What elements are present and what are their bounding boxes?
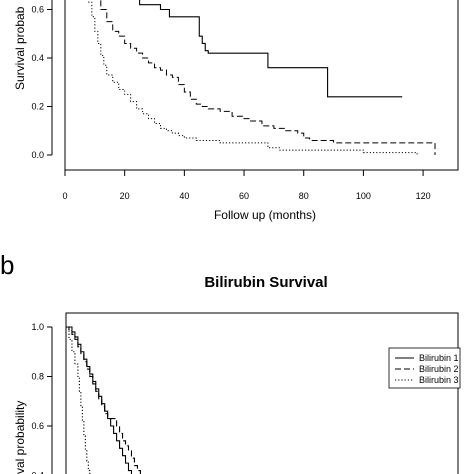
y-tick-label: 0.6	[31, 421, 44, 431]
series-line-dotted	[88, 0, 418, 155]
y-tick-label: 0.6	[31, 5, 44, 15]
y-tick-label: 0.2	[31, 102, 44, 112]
legend-label: Bilirubin 1	[419, 353, 459, 363]
y-tick-label: 0.0	[31, 150, 44, 160]
series-line-dashed	[100, 0, 436, 155]
x-tick-label: 60	[239, 191, 249, 201]
plot-frame	[64, 0, 459, 171]
panel-b-plot: b Bilirubin Survival 1.0 0.8 0.6 0.4 val proba…	[0, 250, 461, 474]
panel-label: b	[0, 250, 14, 280]
x-tick-label: 100	[356, 191, 371, 201]
x-tick-label: 40	[179, 191, 189, 201]
legend-box	[388, 347, 461, 389]
y-tick-label: 1.0	[31, 322, 44, 332]
series-line-solid	[139, 0, 403, 98]
x-tick-label: 120	[416, 191, 431, 201]
legend-label: Bilirubin 2	[419, 364, 459, 374]
panel-a-plot: 0.0 0.2 0.4 0.6 Survival probab 0 20 40 60 80 100 1…	[13, 0, 459, 222]
series-line-dotted	[66, 326, 91, 474]
x-tick-label: 80	[299, 191, 309, 201]
y-tick-label: 0.4	[31, 53, 44, 63]
legend-label: Bilirubin 3	[419, 375, 459, 385]
x-axis-label: Follow up (months)	[214, 208, 316, 222]
y-axis-label: val probability	[13, 401, 27, 474]
y-tick-label: 0.4	[31, 471, 44, 474]
series-line-solid	[66, 326, 133, 474]
y-axis-label: Survival probab	[13, 6, 27, 90]
x-tick-label: 0	[62, 191, 67, 201]
y-tick-label: 0.8	[31, 372, 44, 382]
plot-frame	[65, 312, 459, 474]
series-line-dashed	[66, 326, 141, 474]
chart-title: Bilirubin Survival	[204, 274, 327, 291]
x-tick-label: 20	[120, 191, 130, 201]
